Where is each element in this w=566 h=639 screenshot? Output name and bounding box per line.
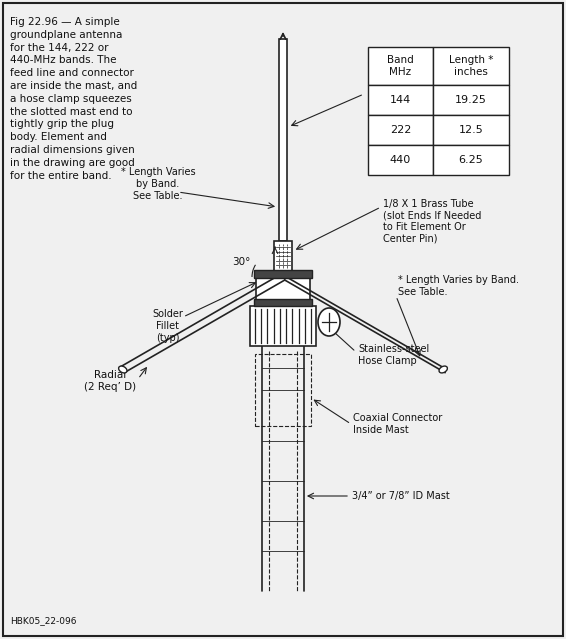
Text: 144: 144 — [390, 95, 411, 105]
Bar — [255, 354, 311, 426]
Text: HBK05_22-096: HBK05_22-096 — [10, 616, 76, 625]
Bar — [433, 85, 509, 115]
Bar — [250, 306, 316, 346]
Text: 12.5: 12.5 — [458, 125, 483, 135]
Text: Element: Element — [368, 86, 414, 96]
Text: Stainless-steel
Hose Clamp: Stainless-steel Hose Clamp — [358, 344, 429, 366]
Text: 6.25: 6.25 — [458, 155, 483, 165]
Bar — [433, 115, 509, 145]
Text: 222: 222 — [390, 125, 411, 135]
Bar — [368, 85, 433, 115]
Ellipse shape — [439, 366, 447, 373]
Bar — [254, 299, 312, 306]
Ellipse shape — [119, 366, 127, 373]
Bar — [433, 145, 509, 175]
Text: Radial
(2 Req’ D): Radial (2 Req’ D) — [84, 370, 136, 392]
Bar — [368, 47, 433, 85]
Text: 19.25: 19.25 — [455, 95, 487, 105]
Ellipse shape — [318, 308, 340, 336]
Text: Solder
Fillet
(typ): Solder Fillet (typ) — [153, 309, 183, 343]
Text: * Length Varies by Band.
See Table.: * Length Varies by Band. See Table. — [398, 275, 519, 296]
Bar — [256, 273, 310, 301]
Bar — [368, 115, 433, 145]
Text: Fig 22.96 — A simple
groundplane antenna
for the 144, 222 or
440-MHz bands. The
: Fig 22.96 — A simple groundplane antenna… — [10, 17, 137, 181]
Text: 1/8 X 1 Brass Tube
(slot Ends If Needed
to Fit Element Or
Center Pin): 1/8 X 1 Brass Tube (slot Ends If Needed … — [383, 199, 481, 244]
Text: * Length Varies
by Band.
See Table.: * Length Varies by Band. See Table. — [121, 167, 195, 201]
Text: 30°: 30° — [232, 257, 250, 267]
Bar — [279, 39, 287, 241]
Text: 440: 440 — [390, 155, 411, 165]
Bar — [368, 145, 433, 175]
Text: 3/4” or 7/8” ID Mast: 3/4” or 7/8” ID Mast — [352, 491, 450, 501]
Bar — [254, 270, 312, 278]
Text: Length *
inches: Length * inches — [449, 55, 493, 77]
Text: Band
MHz: Band MHz — [387, 55, 414, 77]
Bar — [433, 47, 509, 85]
Text: Coaxial Connector
Inside Mast: Coaxial Connector Inside Mast — [353, 413, 442, 435]
Bar — [274, 241, 292, 271]
